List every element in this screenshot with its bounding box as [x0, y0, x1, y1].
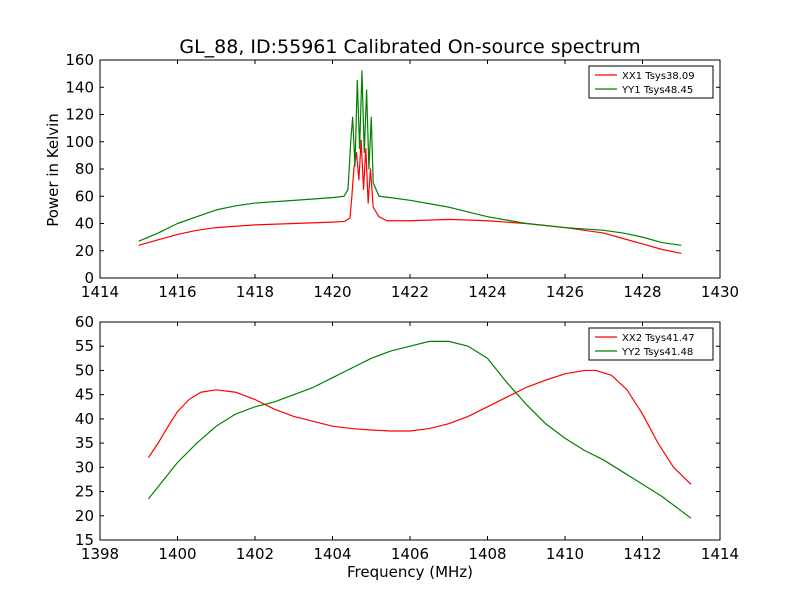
y-tick-label: 140 [65, 78, 94, 96]
x-tick-label: 1398 [81, 545, 119, 563]
legend-box [588, 65, 714, 99]
y-tick-label: 35 [75, 434, 94, 452]
x-tick-label: 1416 [158, 283, 196, 301]
series-line-2-1 [147, 369, 692, 485]
x-tick-label: 1418 [236, 283, 274, 301]
legend-1: XX1 Tsys38.09 YY1 Tsys48.45 [588, 65, 714, 99]
y-tick-label: 20 [75, 507, 94, 525]
y-tick-label: 25 [75, 483, 94, 501]
legend-entry-label: YY1 Tsys48.45 [621, 85, 693, 96]
y-tick-label: 100 [65, 133, 94, 151]
legend-entry-label: XX2 Tsys41.47 [622, 333, 695, 344]
x-tick-label: 1422 [391, 283, 429, 301]
y-tick-label: 120 [65, 106, 94, 124]
x-tick-label: 1414 [701, 545, 739, 563]
y-tick-label: 40 [75, 410, 94, 428]
series-line-1-2 [138, 70, 682, 246]
x-axis-label: Frequency (MHz) [347, 563, 473, 581]
x-tick-label: 1414 [81, 283, 119, 301]
legend-entry-label: YY2 Tsys41.48 [621, 347, 693, 358]
y-tick-label: 45 [75, 386, 94, 404]
y-tick-label: 40 [75, 215, 94, 233]
y-tick-label: 0 [84, 269, 94, 287]
y-tick-label: 80 [75, 160, 94, 178]
y-tick-label: 160 [65, 51, 94, 69]
x-tick-label: 1430 [701, 283, 739, 301]
figure-title: GL_88, ID:55961 Calibrated On-source spe… [179, 36, 640, 58]
series-line-2-2 [147, 340, 692, 519]
x-tick-label: 1420 [313, 283, 351, 301]
legend-box [588, 327, 714, 361]
x-tick-label: 1400 [158, 545, 196, 563]
x-tick-label: 1412 [623, 545, 661, 563]
y-tick-label: 20 [75, 242, 94, 260]
y-axis-label: Power in Kelvin [44, 113, 62, 227]
x-tick-label: 1426 [546, 283, 584, 301]
y-tick-label: 50 [75, 361, 94, 379]
plot-panels: 1414 1416 1418 1420 1422 1424 1426 1428 1430 0 20 4… [65, 51, 739, 563]
panel-1: 1414 1416 1418 1420 1422 1424 1426 1428 1430 0 20 4… [65, 51, 739, 301]
x-tick-label: 1404 [313, 545, 351, 563]
y-tick-label: 30 [75, 458, 94, 476]
x-tick-label: 1408 [468, 545, 506, 563]
y-tick-label: 15 [75, 531, 94, 549]
panel-2: 1398 1400 1402 1404 1406 1408 1410 1412 1414 15 20… [75, 313, 739, 563]
x-tick-label: 1402 [236, 545, 274, 563]
legend-2: XX2 Tsys41.47 YY2 Tsys41.48 [588, 327, 714, 361]
series-line-1-1 [138, 139, 682, 255]
y-tick-label: 60 [75, 187, 94, 205]
y-tick-label: 60 [75, 313, 94, 331]
x-tick-label: 1406 [391, 545, 429, 563]
legend-entry-label: XX1 Tsys38.09 [622, 71, 695, 82]
x-tick-label: 1428 [623, 283, 661, 301]
y-tick-label: 55 [75, 337, 94, 355]
x-tick-label: 1410 [546, 545, 584, 563]
x-tick-label: 1424 [468, 283, 506, 301]
